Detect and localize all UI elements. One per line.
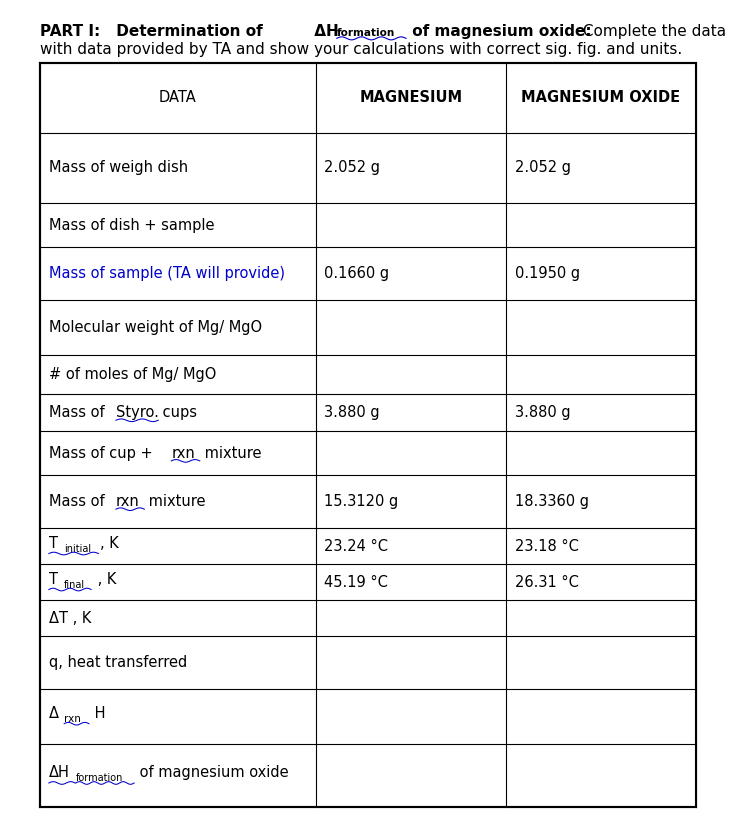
Text: MAGNESIUM OXIDE: MAGNESIUM OXIDE	[521, 90, 681, 105]
Text: formation: formation	[337, 28, 395, 38]
Text: Styro.: Styro.	[116, 405, 159, 420]
Text: Molecular weight of Mg/ MgO: Molecular weight of Mg/ MgO	[49, 319, 262, 334]
Text: Δ: Δ	[49, 706, 59, 721]
Text: 15.3120 g: 15.3120 g	[324, 495, 399, 510]
Text: ΔT , K: ΔT , K	[49, 610, 91, 626]
Text: 23.18 °C: 23.18 °C	[515, 539, 579, 554]
Text: Mass of: Mass of	[49, 405, 109, 420]
Text: # of moles of Mg/ MgO: # of moles of Mg/ MgO	[49, 367, 217, 382]
Text: Mass of sample (TA will provide): Mass of sample (TA will provide)	[49, 266, 285, 281]
Text: ΔH: ΔH	[309, 24, 339, 39]
Text: rxn: rxn	[64, 714, 81, 724]
Text: of magnesium oxide:: of magnesium oxide:	[407, 24, 591, 39]
Text: ΔH: ΔH	[49, 766, 70, 781]
Text: DATA: DATA	[159, 90, 197, 105]
Text: 23.24 °C: 23.24 °C	[324, 539, 389, 554]
Text: cups: cups	[158, 405, 197, 420]
Text: 26.31 °C: 26.31 °C	[515, 575, 579, 590]
Text: mixture: mixture	[144, 495, 206, 510]
Text: Complete the data table: Complete the data table	[578, 24, 729, 39]
Text: mixture: mixture	[200, 446, 261, 461]
Text: Mass of: Mass of	[49, 495, 109, 510]
Text: , K: , K	[100, 536, 119, 551]
Text: 2.052 g: 2.052 g	[324, 160, 381, 175]
Text: rxn: rxn	[116, 495, 140, 510]
Text: T: T	[49, 572, 58, 587]
Text: formation: formation	[76, 773, 123, 783]
Bar	[40, 63, 696, 807]
Text: q, heat transferred: q, heat transferred	[49, 655, 187, 670]
Text: 0.1950 g: 0.1950 g	[515, 266, 580, 281]
Text: 0.1660 g: 0.1660 g	[324, 266, 389, 281]
Text: Determination of: Determination of	[111, 24, 262, 39]
Text: 18.3360 g: 18.3360 g	[515, 495, 589, 510]
Text: Mass of weigh dish: Mass of weigh dish	[49, 160, 188, 175]
Text: 45.19 °C: 45.19 °C	[324, 575, 389, 590]
Text: rxn: rxn	[171, 446, 195, 461]
Text: 3.880 g: 3.880 g	[324, 405, 380, 420]
Text: Mass of dish + sample: Mass of dish + sample	[49, 218, 214, 233]
Text: Mass of cup +: Mass of cup +	[49, 446, 157, 461]
Text: final: final	[64, 580, 85, 590]
Text: initial: initial	[64, 544, 91, 554]
Text: 3.880 g: 3.880 g	[515, 405, 570, 420]
Text: of magnesium oxide: of magnesium oxide	[135, 766, 289, 781]
Text: MAGNESIUM: MAGNESIUM	[359, 90, 462, 105]
Text: 2.052 g: 2.052 g	[515, 160, 571, 175]
Text: PART I:: PART I:	[40, 24, 101, 39]
Text: H: H	[90, 706, 105, 721]
Text: T: T	[49, 536, 58, 551]
Text: with data provided by TA and show your calculations with correct sig. fig. and u: with data provided by TA and show your c…	[40, 42, 682, 57]
Text: , K: , K	[93, 572, 116, 587]
